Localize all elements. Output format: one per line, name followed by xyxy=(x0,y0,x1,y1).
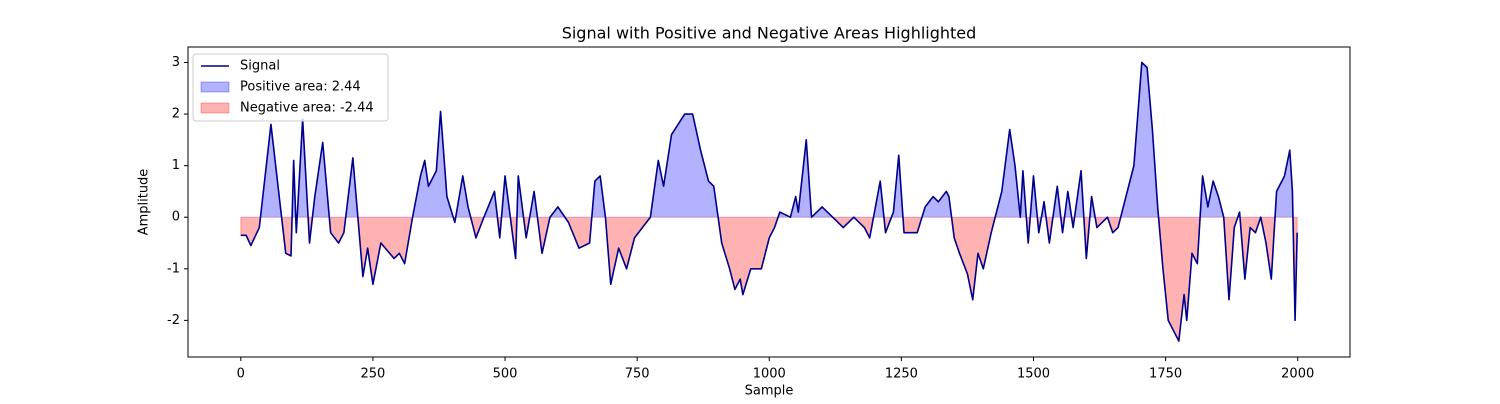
legend-swatch xyxy=(200,102,230,114)
y-tick-label: -1 xyxy=(167,261,180,276)
chart-title: Signal with Positive and Negative Areas … xyxy=(562,24,977,43)
y-axis-label: Amplitude xyxy=(137,169,152,236)
x-tick-label: 750 xyxy=(625,367,650,382)
x-tick-label: 1250 xyxy=(885,367,918,382)
legend-label: Signal xyxy=(240,59,280,74)
plot-frame xyxy=(187,46,1351,358)
y-tick-label: 2 xyxy=(172,107,180,122)
x-tick-label: 1000 xyxy=(753,367,786,382)
signal-line xyxy=(240,61,1298,342)
x-tick-label: 0 xyxy=(237,367,245,382)
y-tick-label: 3 xyxy=(172,55,180,70)
legend-box xyxy=(192,53,389,122)
x-tick-label: 500 xyxy=(493,367,518,382)
y-tick-label: 1 xyxy=(172,158,180,173)
y-tick-label: -2 xyxy=(167,313,180,328)
x-tick-label: 1500 xyxy=(1017,367,1050,382)
x-tick-label: 1750 xyxy=(1149,367,1182,382)
legend-label: Negative area: -2.44 xyxy=(240,101,374,116)
legend-label: Positive area: 2.44 xyxy=(240,80,361,95)
x-tick-label: 2000 xyxy=(1281,367,1314,382)
y-tick-label: 0 xyxy=(172,210,180,225)
x-axis-label: Sample xyxy=(745,384,794,399)
x-tick-label: 250 xyxy=(361,367,386,382)
legend-swatch xyxy=(200,81,230,93)
